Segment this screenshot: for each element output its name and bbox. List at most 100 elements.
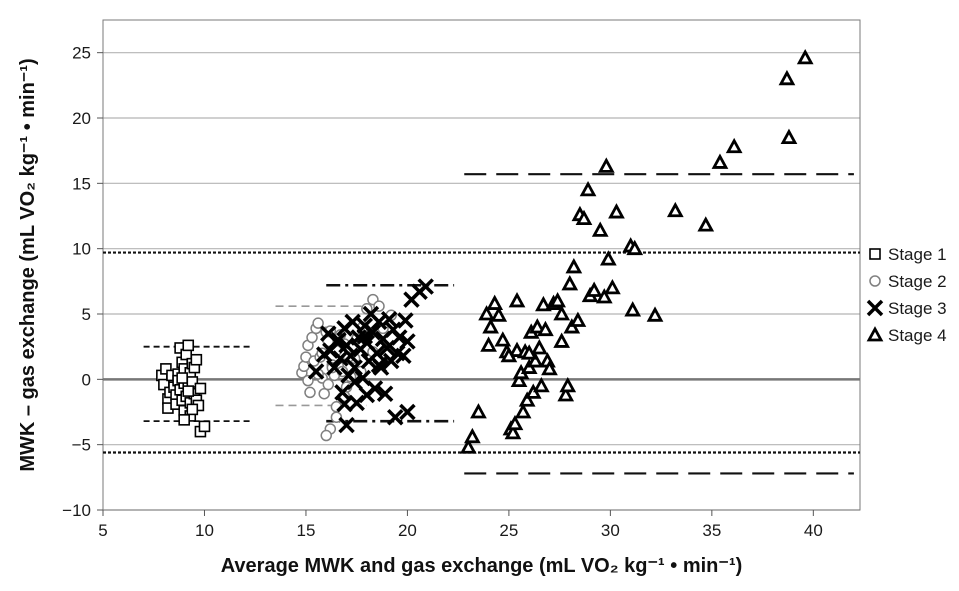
x-tick-label: 5 (98, 521, 107, 540)
triangle-point (557, 386, 575, 402)
x-point (364, 324, 382, 341)
y-tick-label: −10 (62, 501, 91, 520)
data-points (156, 48, 814, 454)
triangle-point (585, 281, 603, 297)
triangle-point (608, 203, 625, 219)
legend-triangle-icon (866, 326, 884, 342)
x-axis-ticks: 5 10 15 20 25 30 35 40 (98, 510, 823, 540)
circle-point (312, 317, 324, 329)
x-point (399, 333, 416, 350)
square-point (190, 353, 203, 366)
triangle-point (506, 414, 524, 431)
x-point (395, 347, 412, 365)
circle-point (304, 386, 316, 399)
x-point (338, 337, 355, 354)
circle-point (320, 429, 332, 442)
triangle-point (508, 292, 526, 308)
triangle-point (535, 295, 552, 312)
triangle-point (482, 318, 499, 334)
triangle-point (510, 371, 528, 388)
triangle-point (666, 201, 684, 218)
square-point (182, 385, 195, 397)
legend-item: Stage 4 (866, 326, 947, 345)
triangle-point (530, 339, 548, 355)
triangle-point (459, 438, 477, 454)
legend-item: Stage 1 (869, 245, 947, 264)
triangle-point (541, 359, 558, 376)
triangle-point (595, 288, 613, 304)
triangle-point (646, 306, 664, 322)
y-tick-label: 15 (72, 174, 91, 193)
x-axis-title: Average MWK and gas exchange (mL VO₂ kg⁻… (221, 555, 743, 577)
x-point (307, 363, 325, 380)
triangle-point (626, 239, 644, 256)
x-point (370, 356, 388, 374)
legend-x-icon (866, 299, 884, 317)
y-tick-label: 0 (82, 370, 91, 389)
triangle-point (518, 391, 536, 407)
triangle-point (490, 306, 508, 322)
x-point (338, 416, 355, 434)
x-point (397, 312, 414, 329)
x-point (399, 403, 416, 421)
legend-label: Stage 3 (888, 299, 947, 318)
series-stage-4 (459, 48, 814, 454)
triangle-point (504, 423, 522, 440)
legend-circle-icon (869, 275, 881, 287)
triangle-point (528, 318, 546, 334)
y-tick-label: −5 (72, 436, 91, 455)
triangle-point (796, 48, 814, 65)
circle-point (306, 331, 318, 344)
triangle-point (480, 336, 497, 352)
square-point (194, 382, 207, 395)
y-tick-label: 25 (72, 44, 91, 63)
triangle-point (533, 376, 550, 393)
circle-point (298, 360, 310, 373)
y-tick-label: 20 (72, 109, 91, 128)
x-tick-label: 20 (398, 521, 417, 540)
x-tick-label: 10 (195, 521, 214, 540)
y-axis-title: MWK – gas exchange (mL VO₂ kg⁻¹ • min⁻¹) (17, 58, 39, 471)
x-point (387, 408, 404, 426)
triangle-point (569, 311, 587, 327)
y-tick-label: 5 (82, 305, 91, 324)
triangle-point (780, 128, 798, 144)
triangle-point (486, 294, 504, 310)
triangle-point (579, 180, 597, 197)
triangle-point (464, 427, 481, 444)
square-point (176, 372, 188, 384)
circle-point (318, 387, 330, 400)
triangle-point (778, 69, 796, 86)
triangle-point (470, 403, 487, 419)
triangle-point (624, 301, 642, 317)
x-tick-label: 15 (296, 521, 315, 540)
triangle-point (597, 157, 615, 173)
x-point (366, 380, 384, 397)
triangle-point (561, 275, 579, 291)
triangle-point (697, 216, 715, 232)
legend-label: Stage 4 (888, 326, 947, 345)
x-point (356, 327, 374, 345)
gridlines (103, 52, 860, 511)
square-point (186, 403, 199, 416)
legend-item: Stage 2 (869, 272, 947, 291)
y-axis-ticks: −10 −5 0 5 10 15 20 25 (62, 44, 103, 520)
limits-of-agreement (103, 173, 860, 475)
x-point (391, 329, 408, 346)
legend-square-icon (869, 248, 881, 260)
triangle-point (604, 278, 621, 295)
square-point (182, 339, 195, 352)
legend-label: Stage 1 (888, 245, 947, 264)
x-point (346, 373, 363, 391)
triangle-point (553, 332, 571, 348)
triangle-point (537, 320, 554, 337)
triangle-point (478, 305, 495, 321)
triangle-point (725, 137, 743, 154)
square-point (178, 414, 190, 426)
circle-point (322, 378, 335, 391)
x-point (336, 395, 353, 413)
series-stage-3 (307, 278, 434, 434)
series-stage-1 (156, 339, 211, 438)
triangle-point (565, 258, 583, 274)
